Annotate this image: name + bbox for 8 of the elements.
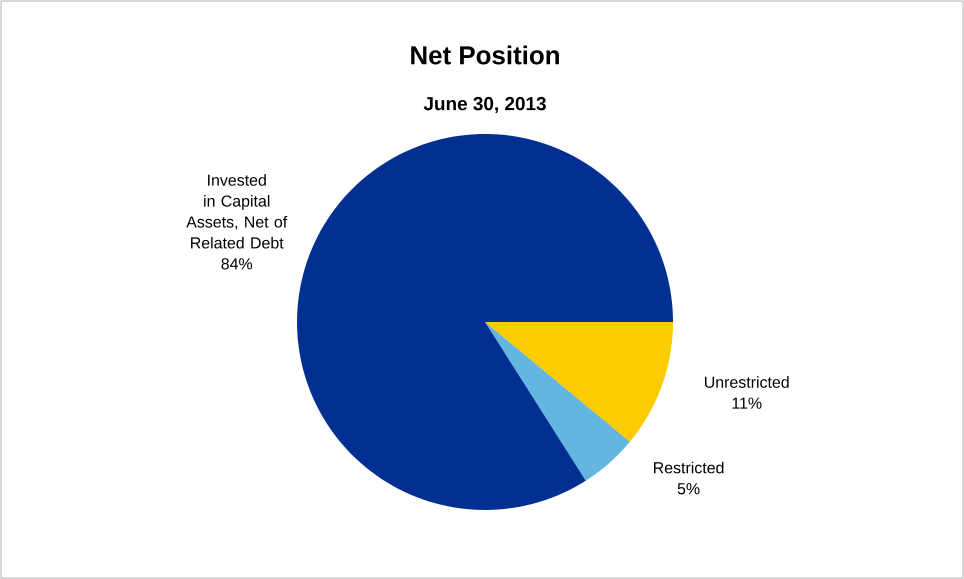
- slice-label: Invested in Capital Assets, Net of Related Debt: [186, 174, 288, 249]
- data-label: 11%: [732, 398, 762, 409]
- slice-label: Restricted: [654, 462, 724, 474]
- slice-label: Unrestricted: [704, 376, 789, 388]
- data-label: 5%: [678, 483, 700, 494]
- chart-title: Net Position: [411, 45, 559, 64]
- chart-subtitle: June 30, 2013: [424, 96, 546, 114]
- data-label: 84%: [221, 258, 252, 270]
